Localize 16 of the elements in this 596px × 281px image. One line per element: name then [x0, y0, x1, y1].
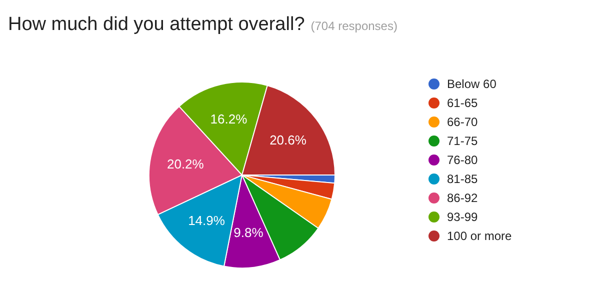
chart-title: How much did you attempt overall? — [8, 14, 305, 36]
data-label: 16.2% — [210, 111, 248, 126]
legend-label: 100 or more — [447, 228, 512, 242]
data-label: 9.8% — [234, 224, 264, 240]
data-label: 14.9% — [188, 212, 226, 228]
legend-label: 61-65 — [447, 96, 478, 110]
chart-subtitle: (704 responses) — [310, 19, 398, 33]
legend-label: 71-75 — [447, 134, 478, 148]
legend-label: Below 60 — [447, 76, 496, 90]
legend-label: 76-80 — [447, 152, 478, 166]
data-label: 20.6% — [270, 132, 307, 148]
legend-label: 86-92 — [447, 190, 478, 204]
data-label: 20.2% — [166, 156, 204, 172]
legend-label: 81-85 — [447, 172, 478, 186]
legend-label: 66-70 — [447, 114, 478, 128]
legend-label: 93-99 — [447, 210, 478, 224]
